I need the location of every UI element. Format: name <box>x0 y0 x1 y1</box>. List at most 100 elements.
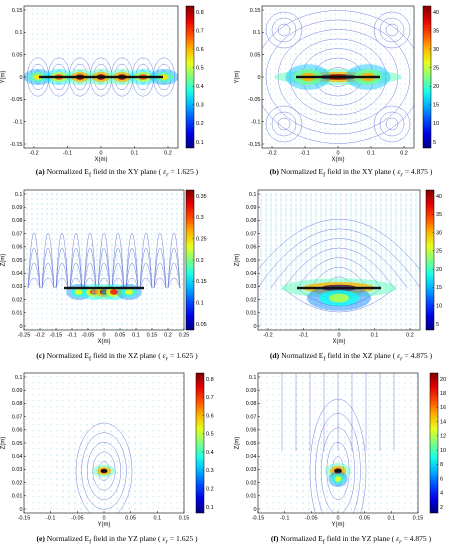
colorbar <box>195 372 205 514</box>
caption-plane: field in the YZ plane ( <box>91 534 161 543</box>
colorbar-tick-label: 0.5 <box>206 432 214 438</box>
conductor-strip <box>296 75 380 79</box>
x-tick-label: -0.2 <box>35 333 44 339</box>
colorbar <box>185 5 195 149</box>
streamline <box>277 23 291 37</box>
eps-sub: r <box>166 171 169 179</box>
streamline <box>265 105 303 143</box>
y-tick-label: 0.09 <box>246 205 257 211</box>
caption-sub: f <box>89 355 92 363</box>
figure-panel-c: -0.25 -0.2 -0.15 -0.1 -0.05 0 0.05 0.1 0.15 0.2 0.… <box>0 184 234 367</box>
colorbar-tick-label: 0.7 <box>206 395 214 401</box>
colorbar-tick-label: 35 <box>433 28 439 34</box>
y-tick-label: 0.02 <box>12 297 23 303</box>
colorbar-tick-label: 10 <box>436 304 442 310</box>
colorbar-tick-label: 0.6 <box>196 47 204 53</box>
streamline <box>379 111 405 137</box>
plot-area <box>24 373 184 513</box>
eps-symbol: ε <box>397 351 401 360</box>
colorbar-tick-label: 0.1 <box>206 505 214 511</box>
y-axis-label: Y(m) <box>1 71 7 84</box>
x-tick-label: -0.1 <box>300 151 309 157</box>
streamline <box>271 111 297 137</box>
colorbar-tick-label: 0.2 <box>196 121 204 127</box>
colorbar-tick-label: 40 <box>433 10 439 16</box>
x-tick-label: -0.05 <box>71 516 84 522</box>
caption-label: (d) <box>269 351 280 360</box>
plot-area <box>24 190 184 330</box>
caption-label: (a) <box>35 167 45 176</box>
figure-panel-d: -0.2 -0.1 0 0.1 0.2 X(m) 0.1 0.09 0.08 0.07 0.06 0.… <box>234 184 468 367</box>
y-tick-label: 0.08 <box>12 401 23 407</box>
caption-b: (b) Normalized Ef field in the XY plane … <box>234 167 468 179</box>
figure-panel-f: -0.15 -0.1 -0.05 0 0.05 0.1 0.15 Y(m) 0.1 0.09 0.0… <box>234 367 468 550</box>
quiver-field <box>27 8 178 145</box>
y-tick-label: 0.1 <box>15 30 23 36</box>
y-tick-label: 0.08 <box>246 218 257 224</box>
y-tick-label: 0 <box>19 75 22 81</box>
colorbar-tick-label: 35 <box>436 212 442 218</box>
y-tick-label: 0.01 <box>246 311 257 317</box>
eps-symbol: ε <box>163 167 167 176</box>
y-tick-label: 0.15 <box>250 8 261 14</box>
caption-plane: field in the XZ plane ( <box>91 351 161 360</box>
field-hotspot <box>125 289 133 295</box>
y-tick-label: 0.05 <box>12 258 23 264</box>
y-tick-label: 0.07 <box>12 231 23 237</box>
streamline <box>69 277 83 289</box>
x-tick-label: 0 <box>102 333 105 339</box>
streamline <box>277 29 399 125</box>
caption-e: (e) Normalized Ef field in the YZ plane … <box>0 534 234 546</box>
colorbar-tick-label: 0.1 <box>196 300 204 306</box>
eps-sub: r <box>165 538 168 546</box>
streamline <box>258 228 420 288</box>
figure-panel-a: -0.2 -0.1 0 0.1 0.2 X(m) 0.15 0.1 0.05 0 -0.05 -0.1… <box>0 0 234 183</box>
eps-symbol: ε <box>162 534 166 543</box>
caption-label: (b) <box>269 167 279 176</box>
y-tick-label: 0 <box>257 75 260 81</box>
field-plot-e: -0.15 -0.1 -0.05 0 0.05 0.1 0.15 Y(m) 0.1 0.09 0.0… <box>1 372 214 528</box>
x-tick-label: 0.05 <box>115 333 126 339</box>
field-hotspot <box>33 74 43 80</box>
y-tick-label: 0.04 <box>12 454 23 460</box>
x-tick-label: 0.1 <box>131 151 139 157</box>
colorbar-tick-label: 15 <box>433 103 439 109</box>
y-tick-label: 0.06 <box>12 428 23 434</box>
y-tick-label: 0.1 <box>15 192 23 198</box>
y-tick-label: 0.1 <box>15 375 23 381</box>
y-tick-label: -0.15 <box>10 142 23 148</box>
x-axis-label: X(m) <box>98 339 111 345</box>
colorbar-tick-label: 0.8 <box>196 10 204 16</box>
y-tick-label: 0.03 <box>246 284 257 290</box>
colorbar-tick-label: 20 <box>433 84 439 90</box>
caption-plane: field in the XZ plane ( <box>325 351 396 360</box>
caption-sub: f <box>88 171 92 179</box>
colorbar-tick-label: 0.2 <box>196 258 204 264</box>
streamline <box>111 277 125 289</box>
caption-sub: f <box>323 355 326 363</box>
plot-area <box>24 6 178 148</box>
streamline <box>27 277 41 289</box>
x-tick-label: 0.1 <box>132 333 140 339</box>
eps-sub: r <box>400 171 403 179</box>
streamline <box>277 117 291 131</box>
y-tick-label: 0.15 <box>12 8 23 14</box>
eps-sub: r <box>400 355 403 363</box>
x-tick-label: -0.2 <box>267 151 276 157</box>
x-tick-label: -0.1 <box>63 151 72 157</box>
colorbar-tick-label: 15 <box>436 285 442 291</box>
y-tick-label: 0.1 <box>249 192 257 198</box>
colorbar-tick-label: 10 <box>433 121 439 127</box>
x-tick-label: -0.05 <box>82 333 95 339</box>
y-axis-label: Z(m) <box>1 254 7 267</box>
y-tick-label: 0.06 <box>246 245 257 251</box>
x-tick-label: 0.2 <box>164 151 172 157</box>
y-tick-label: 0 <box>19 324 22 330</box>
streamline <box>385 23 399 37</box>
colorbar-tick-label: 0.25 <box>196 236 207 242</box>
figure-panel-e: -0.15 -0.1 -0.05 0 0.05 0.1 0.15 Y(m) 0.1 0.09 0.0… <box>0 367 234 550</box>
field-hotspot <box>90 289 98 295</box>
y-tick-label: -0.05 <box>248 97 261 103</box>
streamline <box>379 17 405 43</box>
y-tick-label: 0.05 <box>246 258 257 264</box>
